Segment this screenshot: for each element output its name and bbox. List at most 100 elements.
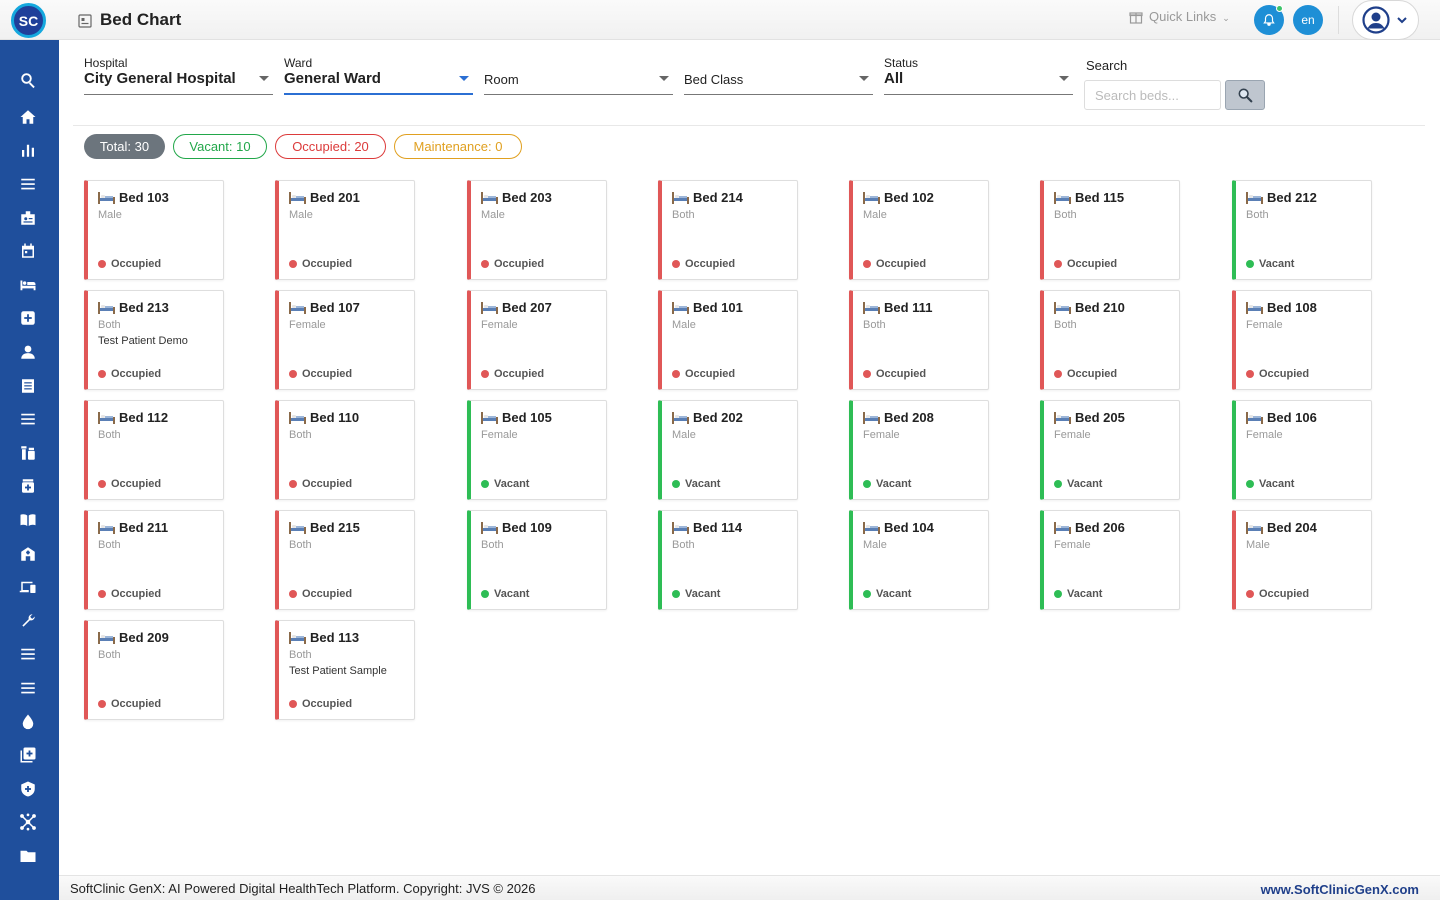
id-badge-icon[interactable] [18,208,38,228]
bell-icon [1263,14,1275,26]
book-icon[interactable] [18,510,38,530]
bed-card[interactable]: Bed 211 Both Occupied [84,510,224,610]
status-dot [289,700,297,708]
bed-gender: Male [672,429,696,441]
bed-card[interactable]: Bed 210 Both Occupied [1040,290,1180,390]
bed-card[interactable]: Bed 105 Female Vacant [467,400,607,500]
bed-card[interactable]: Bed 207 Female Occupied [467,290,607,390]
bed-card[interactable]: Bed 202 Male Vacant [658,400,798,500]
menu-icon[interactable] [18,678,38,698]
bed-icon[interactable] [18,275,38,295]
search-button[interactable] [1225,80,1265,110]
bed-card[interactable]: Bed 112 Both Occupied [84,400,224,500]
plus-square-icon[interactable] [18,308,38,328]
shield-icon[interactable] [18,779,38,799]
status-dot [863,370,871,378]
add-layers-icon[interactable] [18,745,38,765]
bed-card[interactable]: Bed 101 Male Occupied [658,290,798,390]
devices-icon[interactable] [18,577,38,597]
ward-select[interactable]: Ward General Ward [284,55,473,95]
bed-icon [672,521,689,534]
bed-card[interactable]: Bed 104 Male Vacant [849,510,989,610]
total-badge[interactable]: Total: 30 [84,134,165,159]
vacant-badge[interactable]: Vacant: 10 [173,134,267,159]
bed-card[interactable]: Bed 103 Male Occupied [84,180,224,280]
app-logo[interactable]: SC [11,3,46,38]
menu-icon[interactable] [18,409,38,429]
bed-card[interactable]: Bed 204 Male Occupied [1232,510,1372,610]
bed-status-label: Vacant [876,478,912,490]
status-select[interactable]: Status All [884,55,1073,95]
folder-icon[interactable] [18,846,38,866]
bed-name: Bed 105 [502,410,552,425]
bed-card-header: Bed 211 [98,520,168,535]
maintenance-badge[interactable]: Maintenance: 0 [394,134,522,159]
chevron-down-icon [1397,17,1407,24]
calendar-icon[interactable] [18,241,38,261]
bed-card[interactable]: Bed 110 Both Occupied [275,400,415,500]
bed-gender: Both [1054,209,1077,221]
bed-icon [289,521,306,534]
bed-card-header: Bed 208 [863,410,934,425]
room-select[interactable]: Room [484,55,673,95]
bed-card[interactable]: Bed 109 Both Vacant [467,510,607,610]
bed-card-header: Bed 109 [481,520,552,535]
bed-card[interactable]: Bed 215 Both Occupied [275,510,415,610]
building-icon[interactable] [18,544,38,564]
chart-icon[interactable] [18,140,38,160]
bed-card[interactable]: Bed 205 Female Vacant [1040,400,1180,500]
document-icon[interactable] [18,376,38,396]
medkit-icon[interactable] [18,476,38,496]
pharmacy-icon[interactable] [18,443,38,463]
bed-card[interactable]: Bed 214 Both Occupied [658,180,798,280]
bed-class-select[interactable]: Bed Class [684,55,873,95]
menu-icon[interactable] [18,174,38,194]
bed-card[interactable]: Bed 115 Both Occupied [1040,180,1180,280]
bed-status: Occupied [1246,368,1309,380]
bed-card-header: Bed 111 [863,300,932,315]
bed-card[interactable]: Bed 113 Both Test Patient Sample Occupied [275,620,415,720]
bed-card[interactable]: Bed 206 Female Vacant [1040,510,1180,610]
bed-card[interactable]: Bed 111 Both Occupied [849,290,989,390]
status-value: All [884,70,904,87]
bed-card-header: Bed 207 [481,300,552,315]
bed-status: Occupied [481,258,544,270]
bed-icon [98,631,115,644]
search-icon[interactable] [18,70,38,90]
home-icon[interactable] [18,107,38,127]
avatar-icon [1362,6,1390,34]
bed-card[interactable]: Bed 106 Female Vacant [1232,400,1372,500]
network-icon[interactable] [18,812,38,832]
bed-name: Bed 215 [310,520,360,535]
bed-card[interactable]: Bed 114 Both Vacant [658,510,798,610]
bed-card[interactable]: Bed 213 Both Test Patient Demo Occupied [84,290,224,390]
sidebar [0,40,59,900]
bed-gender: Both [289,429,312,441]
bed-card-header: Bed 203 [481,190,552,205]
quick-links-menu[interactable]: Quick Links ⌄ [1129,9,1230,24]
user-menu[interactable] [1352,0,1419,40]
bed-icon [863,521,880,534]
bed-card[interactable]: Bed 203 Male Occupied [467,180,607,280]
menu-icon[interactable] [18,644,38,664]
patient-name: Test Patient Demo [98,335,188,347]
bed-status-label: Vacant [1259,478,1295,490]
footer-website-link[interactable]: www.SoftClinicGenX.com [1260,882,1419,897]
hospital-select[interactable]: Hospital City General Hospital [84,55,273,95]
search-input[interactable] [1084,80,1221,110]
bed-card-header: Bed 214 [672,190,743,205]
person-icon[interactable] [18,342,38,362]
bed-card-header: Bed 104 [863,520,934,535]
wrench-icon[interactable] [18,611,38,631]
bed-name: Bed 111 [884,300,933,315]
occupied-badge[interactable]: Occupied: 20 [275,134,386,159]
bed-card[interactable]: Bed 209 Both Occupied [84,620,224,720]
bed-card[interactable]: Bed 212 Both Vacant [1232,180,1372,280]
language-button[interactable]: en [1293,5,1323,35]
bed-card[interactable]: Bed 102 Male Occupied [849,180,989,280]
bed-card[interactable]: Bed 208 Female Vacant [849,400,989,500]
bed-card[interactable]: Bed 107 Female Occupied [275,290,415,390]
drop-icon[interactable] [18,712,38,732]
bed-card[interactable]: Bed 201 Male Occupied [275,180,415,280]
bed-card[interactable]: Bed 108 Female Occupied [1232,290,1372,390]
